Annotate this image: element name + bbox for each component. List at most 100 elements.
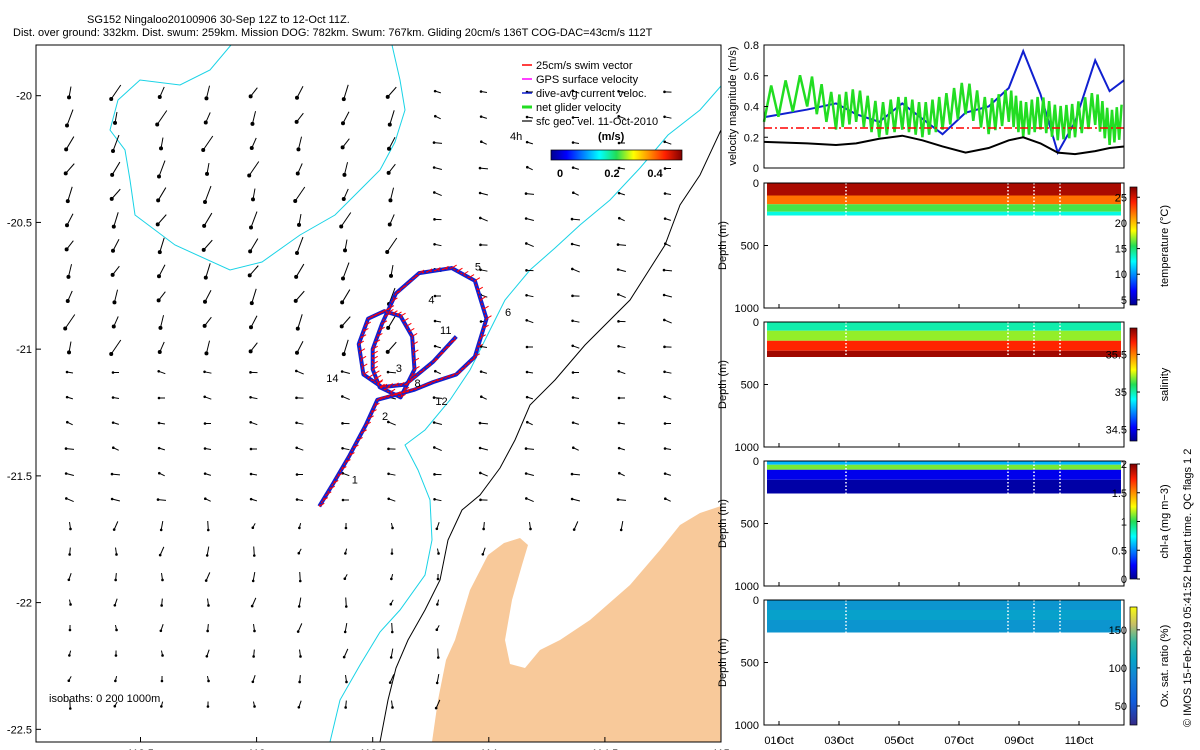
geo-vector-head [525,269,528,272]
swim-vector [377,333,383,337]
swim-vector [381,395,388,399]
section-ylabel: Depth (m) [717,499,729,548]
geo-vector-head [434,706,438,710]
swim-vector [365,321,371,326]
track-day-label: 1 [352,474,358,486]
swim-vector [443,265,449,270]
swim-vector [401,284,407,289]
colorbar-label: Ox. sat. ratio (%) [1159,625,1171,708]
geo-vector-head [617,320,620,323]
colorbar-tick-label: 15 [1115,244,1127,256]
geo-vector-head [345,680,348,684]
geo-vector [387,314,397,329]
geo-vector-head [110,472,114,476]
geo-vector-head [205,171,210,176]
section-ytick-label: 0 [753,317,759,329]
geo-vector-head [525,497,528,500]
geo-vector [297,314,303,329]
geo-vector [299,571,301,582]
swim-vector [432,358,439,363]
geo-vector-head [66,274,71,279]
swim-vector [322,497,329,502]
geo-vector-head [204,351,209,356]
geo-vector-head [294,274,299,279]
geo-vector [340,212,352,227]
swim-vector [360,334,367,339]
geo-vector-head [340,370,344,373]
geo-vector-head [295,171,300,176]
geo-vector [207,520,209,531]
swim-vector [374,402,380,407]
geo-vector-head [436,603,439,606]
swim-vector [388,308,394,313]
geo-vector-head [341,447,344,450]
geo-vector-head [390,552,394,555]
swim-vector [395,391,401,396]
geo-vector-head [69,527,72,531]
geo-vector-head [155,222,160,227]
swim-vector [358,340,365,345]
geo-vector-head [109,97,114,102]
geo-vector [344,622,348,633]
geo-vector-head [204,96,209,101]
geo-vector-head [478,421,482,425]
geo-vector [480,217,488,222]
velocity-ytick-label: 0.4 [744,102,759,114]
geo-vector-head [388,681,392,684]
swim-vector [432,378,439,383]
swim-vector [480,296,486,301]
geo-vector-head [109,352,114,357]
sfc-geo--series [763,134,1125,156]
geo-vector-head [342,655,346,659]
geo-vector-head [341,422,344,425]
geo-vector [617,499,627,501]
geo-vector [203,239,213,251]
geo-vector-head [479,243,482,247]
isobath-1000m-north [109,45,406,271]
geo-vector-head [114,654,118,657]
geo-vector-head [571,294,574,298]
swim-vector [477,343,484,348]
swim-vector [367,315,374,320]
geo-vector-head [63,326,68,331]
geo-vector-head [525,395,529,399]
section-ylabel: Depth (m) [717,638,729,687]
colorbar-tick-label: 150 [1109,625,1127,637]
geo-vector-head [111,148,116,153]
geo-vector [295,263,305,278]
swim-vector [400,393,406,398]
swim-vector [387,383,394,387]
section-ylabel: Depth (m) [717,221,729,270]
geo-vector-head [339,224,344,229]
colorbar-tick-label: 1 [1121,517,1127,529]
map-ytick-label: -21.5 [7,471,32,483]
geo-vector [69,699,71,709]
section-ytick-label: 0 [753,178,759,190]
colorbar-tick-label: 35.5 [1106,349,1127,361]
isobaths-label: isobaths: 0 200 1000m [49,693,160,705]
geo-vector-head [296,147,301,152]
swim-vector [332,480,339,484]
swim-vector [444,345,450,350]
swim-vector [388,305,395,310]
section-layer [767,461,1121,465]
geo-vector-head [207,604,210,607]
geo-vector-head [341,97,346,102]
geo-vector-head [249,146,254,151]
swim-vector [377,379,384,384]
geo-vector-head [251,526,255,529]
geo-vector [158,264,166,277]
geo-vector-head [295,95,300,100]
swim-vector [353,444,359,449]
geo-vector [387,371,397,374]
geo-vector-head [203,199,208,204]
geo-vector-head [160,679,164,683]
track-day-label: 4 [428,295,434,307]
section-colorbar [1129,327,1138,442]
geo-vector-head [344,526,348,530]
section-ytick-label: 1000 [735,720,759,732]
geo-vector-head [570,497,574,501]
temperature-panel: 0 500 1000 Depth (m) 5 10 15 20 25 temperature (°… [717,178,1171,315]
geo-vector-head [617,166,621,170]
swim-vector [399,381,405,386]
